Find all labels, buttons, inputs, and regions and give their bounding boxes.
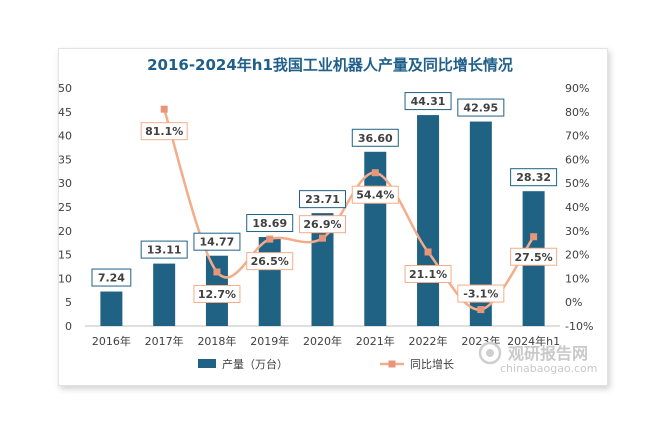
y-left-tick-label: 25: [58, 201, 72, 214]
growth-marker: [319, 234, 326, 242]
growth-value-label: 26.5%: [251, 255, 289, 268]
legend-bar-label: 产量（万台）: [222, 357, 288, 371]
y-right-tick-label: 30%: [565, 225, 589, 238]
bar-value-label: 13.11: [147, 244, 182, 257]
bar-value-label-box: [91, 268, 132, 287]
x-tick-label: 2018年: [197, 334, 236, 348]
y-right-tick-label: 70%: [565, 130, 589, 143]
y-right-tick-label: -10%: [565, 320, 593, 333]
growth-value-label-box: [351, 185, 399, 204]
legend-line-marker: [388, 360, 396, 368]
legend-line-label: 同比增长: [410, 357, 454, 371]
growth-marker: [477, 306, 485, 314]
bar: [417, 115, 440, 326]
bar-value-label-box: [140, 240, 188, 259]
bar-value-label: 42.95: [463, 102, 498, 115]
bar-value-label-box: [299, 190, 346, 209]
bar-value-label-box: [246, 214, 294, 233]
bar-value-label-box: [457, 98, 505, 117]
y-left-tick-label: 10: [58, 272, 72, 285]
watermark-logo-icon: [478, 341, 502, 365]
growth-value-label-box: [140, 122, 188, 141]
bar: [100, 291, 123, 326]
bar: [153, 263, 176, 326]
x-tick-label: 2024年h1: [507, 334, 560, 348]
growth-value-label-box: [510, 247, 558, 266]
x-tick-label: 2019年: [250, 334, 289, 348]
chart-title: 2016-2024年h1我国工业机器人产量及同比增长情况: [147, 56, 513, 74]
bar-value-label: 7.24: [98, 272, 125, 285]
growth-marker: [160, 105, 168, 113]
y-left-tick-label: 40: [58, 130, 72, 143]
growth-value-label-box: [404, 264, 452, 283]
bar-value-label-box: [193, 232, 241, 251]
growth-value-label: 26.9%: [303, 218, 341, 231]
growth-value-label-box: [246, 252, 294, 271]
watermark-cn: 观研报告网: [508, 344, 589, 363]
y-right-tick-label: 10%: [565, 272, 589, 285]
bar-value-label-box: [510, 168, 558, 187]
y-left-tick-label: 30: [58, 177, 72, 190]
x-tick-label: 2017年: [145, 334, 184, 348]
growth-value-label: 54.4%: [356, 189, 394, 202]
bar-value-label: 44.31: [411, 95, 446, 108]
growth-marker: [424, 248, 432, 256]
y-right-tick-label: 0%: [565, 296, 582, 309]
bar-value-label: 18.69: [252, 217, 287, 230]
growth-marker: [371, 169, 379, 177]
growth-marker: [530, 233, 538, 241]
y-left-tick-label: 35: [58, 153, 72, 166]
legend-bar-swatch: [198, 359, 216, 368]
growth-value-label: 27.5%: [515, 251, 553, 264]
y-left-tick-label: 0: [65, 320, 72, 333]
x-tick-label: 2016年: [92, 334, 131, 348]
growth-value-label-box: [299, 215, 346, 234]
y-left-tick-label: 50: [58, 82, 72, 95]
bar-value-label: 14.77: [200, 236, 235, 249]
growth-value-label: 21.1%: [409, 268, 447, 281]
x-tick-label: 2021年: [356, 334, 395, 348]
y-right-tick-label: 60%: [565, 153, 589, 166]
growth-value-label: 12.7%: [198, 288, 236, 301]
bar-value-label-box: [351, 128, 399, 147]
growth-marker: [213, 268, 221, 276]
y-left-tick-label: 5: [65, 296, 72, 309]
y-right-tick-label: 80%: [565, 106, 589, 119]
bar-value-label-box: [404, 92, 452, 111]
y-left-tick-label: 45: [58, 106, 72, 119]
bar: [469, 121, 492, 326]
x-tick-label: 2022年: [409, 334, 448, 348]
y-left-tick-label: 15: [58, 249, 72, 262]
bar-value-label: 28.32: [516, 171, 551, 184]
watermark: 观研报告网 chinabaogao.com: [478, 340, 608, 380]
growth-marker: [266, 235, 274, 243]
x-tick-label: 2023年: [461, 334, 500, 348]
x-tick-label: 2020年: [303, 334, 342, 348]
bar-value-label: 23.71: [305, 193, 340, 206]
watermark-en: chinabaogao.com: [500, 362, 598, 375]
growth-value-label: 81.1%: [145, 125, 183, 138]
growth-value-label-box: [457, 284, 505, 303]
y-right-tick-label: 20%: [565, 249, 589, 262]
growth-value-label: -3.1%: [463, 288, 498, 301]
y-right-tick-label: 50%: [565, 177, 589, 190]
y-right-tick-label: 40%: [565, 201, 589, 214]
bar: [258, 237, 281, 326]
y-left-tick-label: 20: [58, 225, 72, 238]
growth-value-label-box: [193, 284, 241, 303]
bar-value-label: 36.60: [358, 132, 393, 145]
y-right-tick-label: 90%: [565, 82, 589, 95]
